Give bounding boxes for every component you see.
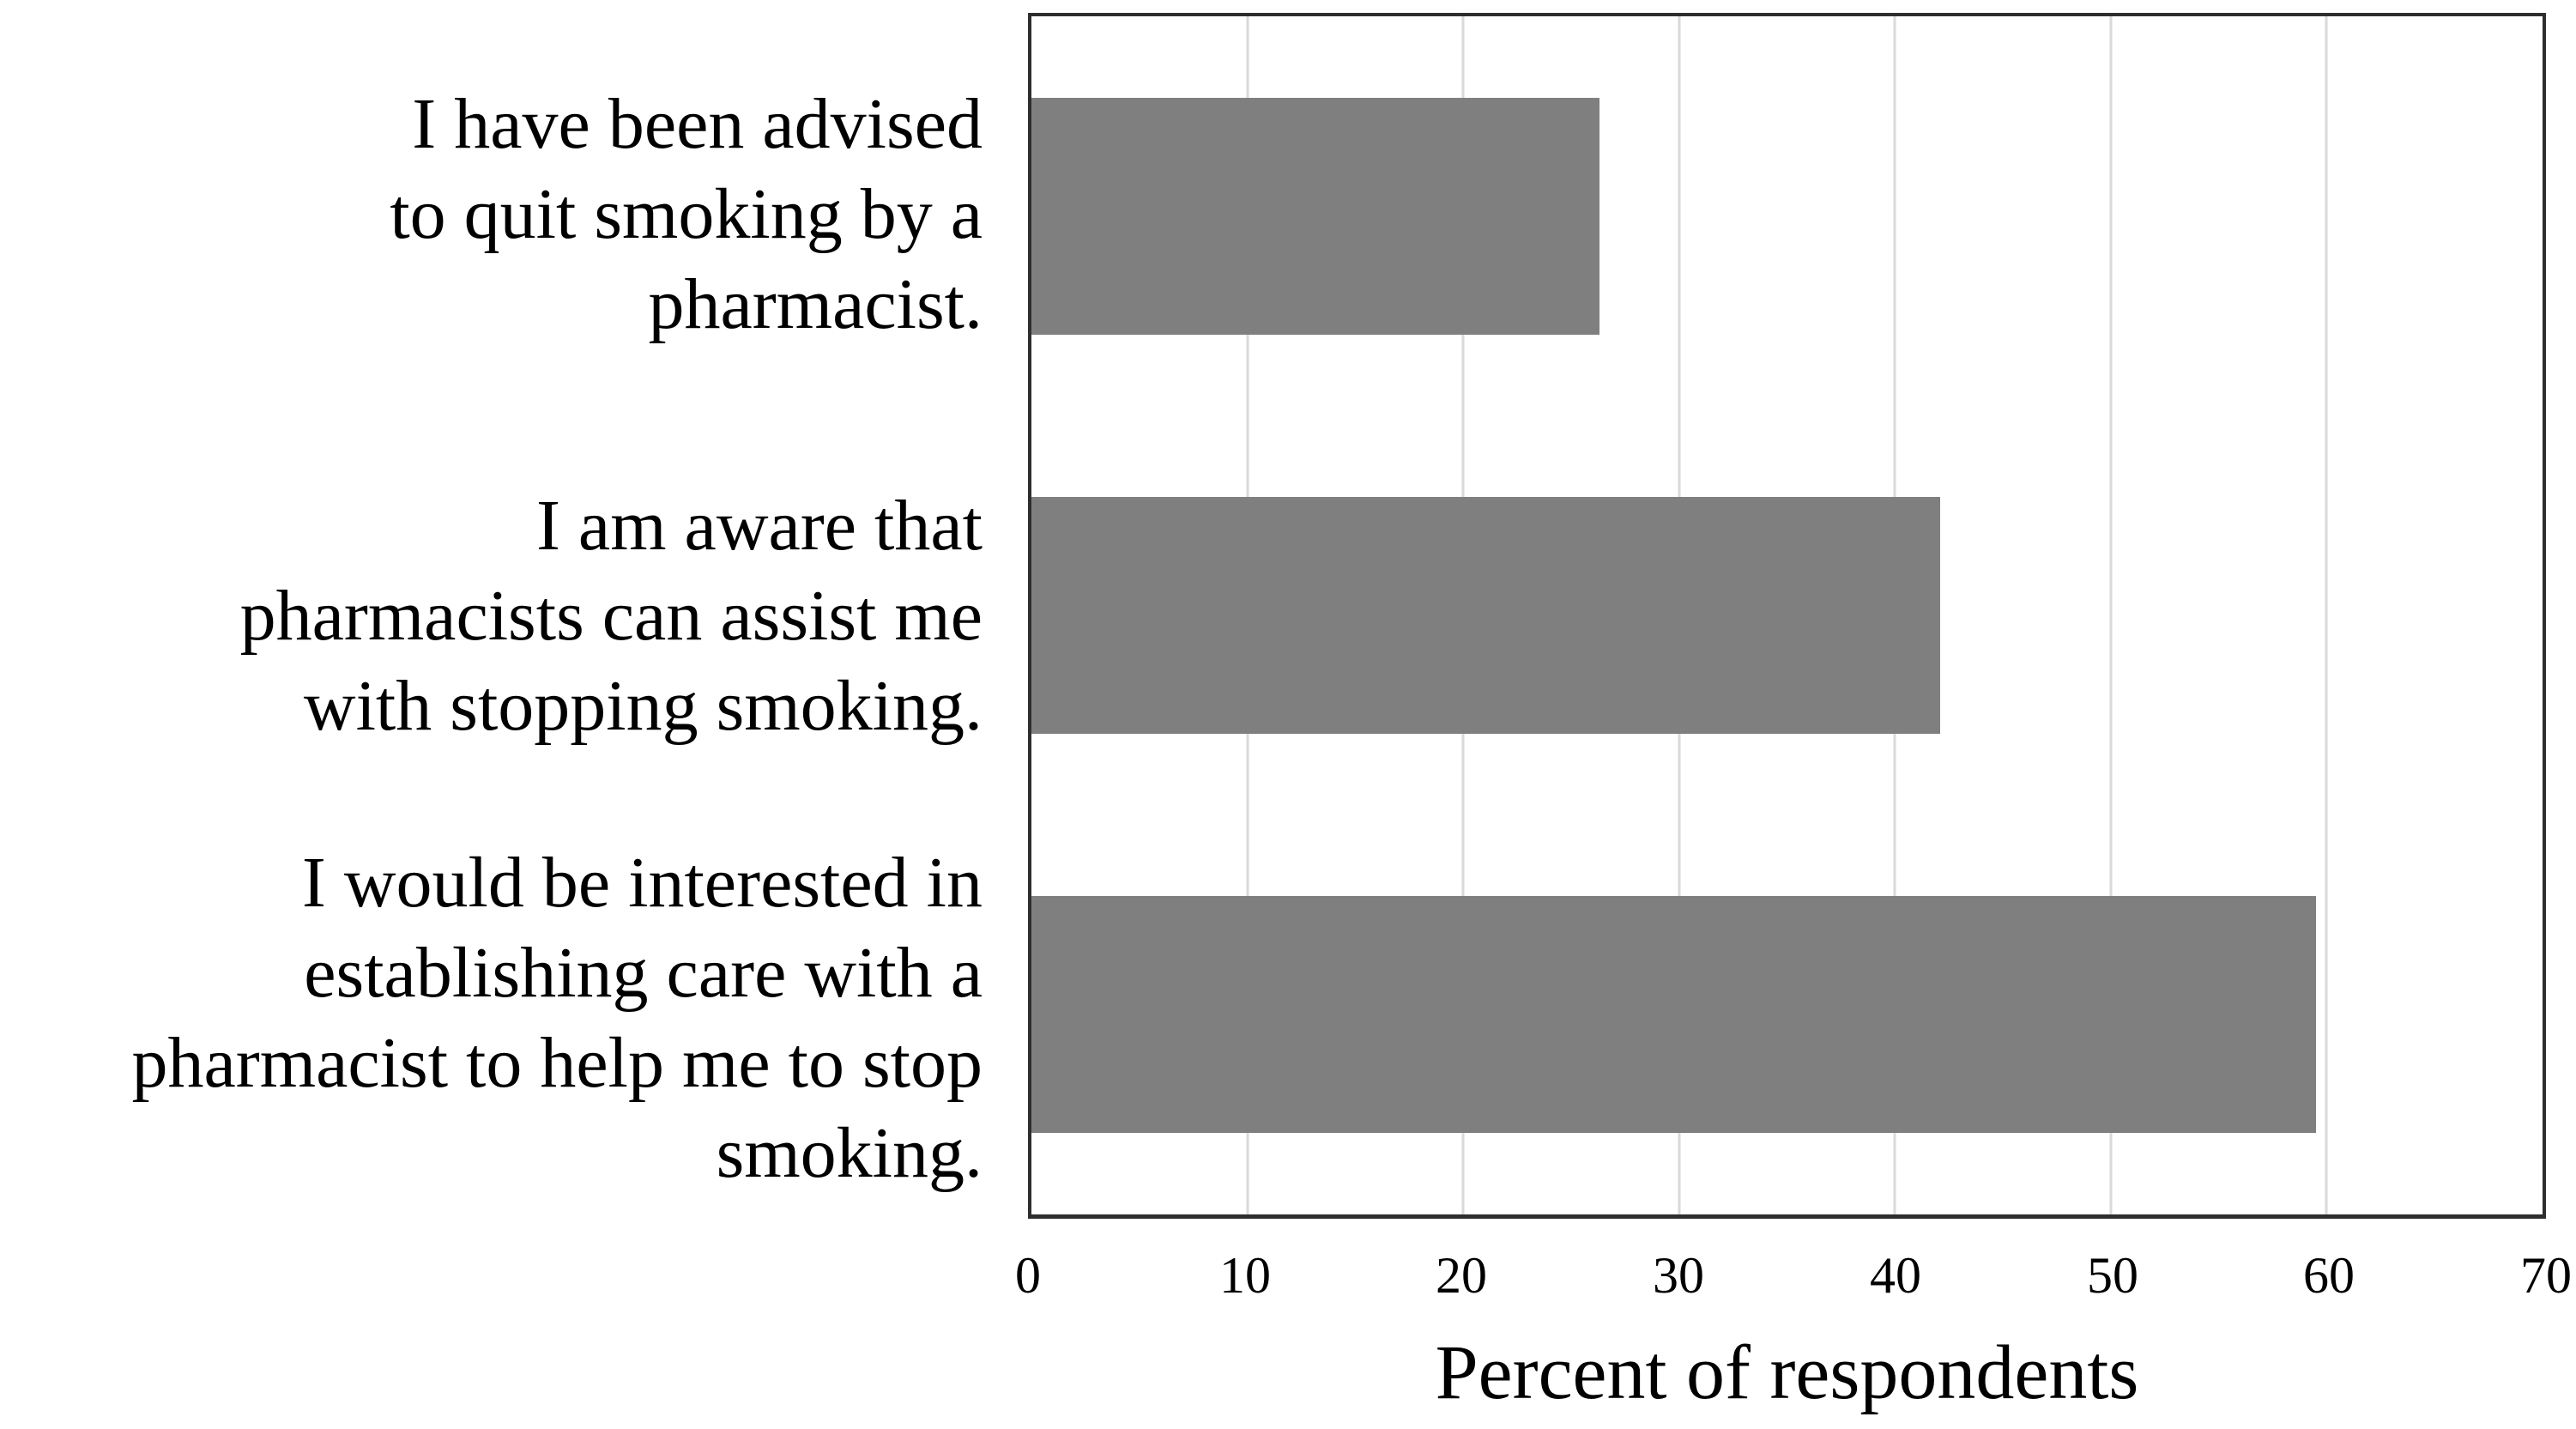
category-axis-labels: I have been advised to quit smoking by a p… bbox=[0, 13, 983, 1219]
x-tick-label: 10 bbox=[1219, 1247, 1271, 1304]
bar bbox=[1031, 98, 1599, 335]
x-axis-title: Percent of respondents bbox=[1435, 1330, 2139, 1415]
x-tick-label: 50 bbox=[2087, 1247, 2138, 1304]
bar bbox=[1031, 896, 2316, 1133]
category-label-line: I have been advised bbox=[412, 83, 983, 164]
category-label-line: smoking. bbox=[716, 1113, 983, 1193]
vertical-gridline bbox=[2109, 16, 2113, 1214]
category-label: I am aware that pharmacists can assist me… bbox=[0, 415, 983, 816]
category-label-line: pharmacists can assist me bbox=[239, 575, 983, 656]
x-tick-label: 30 bbox=[1653, 1247, 1704, 1304]
category-label-line: I would be interested in bbox=[301, 843, 983, 923]
category-label-line: pharmacist to help me to stop bbox=[131, 1023, 983, 1103]
x-tick-label: 60 bbox=[2303, 1247, 2355, 1304]
x-tick-label: 20 bbox=[1436, 1247, 1487, 1304]
bar bbox=[1031, 497, 1941, 734]
category-label: I have been advised to quit smoking by a p… bbox=[0, 13, 983, 415]
x-tick-label: 40 bbox=[1870, 1247, 1921, 1304]
plot-area bbox=[1028, 13, 2546, 1219]
category-label-line: I am aware that bbox=[535, 485, 983, 566]
category-label-line: to quit smoking by a bbox=[390, 173, 983, 254]
vertical-gridline bbox=[2325, 16, 2328, 1214]
category-label-line: with stopping smoking. bbox=[303, 665, 983, 746]
category-label-line: pharmacist. bbox=[648, 263, 983, 344]
category-label-line: establishing care with a bbox=[304, 933, 983, 1013]
x-tick-label: 0 bbox=[1015, 1247, 1041, 1304]
x-tick-label: 70 bbox=[2520, 1247, 2572, 1304]
category-label: I would be interested in establishing car… bbox=[0, 817, 983, 1219]
